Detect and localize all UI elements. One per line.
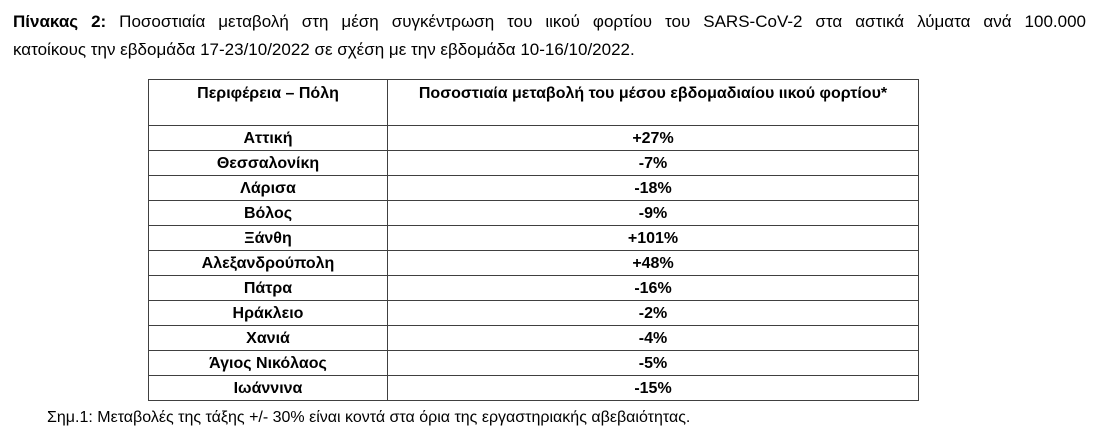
change-cell: -5% bbox=[387, 350, 919, 376]
region-cell: Ιωάννινα bbox=[148, 375, 388, 401]
region-cell: Λάρισα bbox=[148, 175, 388, 201]
table-row: Αλεξανδρούπολη +48% bbox=[148, 250, 919, 276]
header-change: Ποσοστιαία μεταβολή του μέσου εβδομαδιαί… bbox=[387, 79, 919, 126]
region-cell: Αττική bbox=[148, 125, 388, 151]
change-cell: +27% bbox=[387, 125, 919, 151]
table-row: Λάρισα -18% bbox=[148, 175, 919, 201]
table-caption-text-line2: κατοίκους την εβδομάδα 17-23/10/2022 σε … bbox=[13, 40, 635, 59]
region-cell: Βόλος bbox=[148, 200, 388, 226]
change-cell: -7% bbox=[387, 150, 919, 176]
change-cell: -9% bbox=[387, 200, 919, 226]
change-cell: -16% bbox=[387, 275, 919, 301]
header-region: Περιφέρεια – Πόλη bbox=[148, 79, 388, 126]
change-cell: -4% bbox=[387, 325, 919, 351]
region-cell: Ηράκλειο bbox=[148, 300, 388, 326]
region-cell: Αλεξανδρούπολη bbox=[148, 250, 388, 276]
table-row: Ξάνθη +101% bbox=[148, 225, 919, 251]
change-cell: +48% bbox=[387, 250, 919, 276]
table-row: Χανιά -4% bbox=[148, 325, 919, 351]
change-cell: +101% bbox=[387, 225, 919, 251]
table-caption-label: Πίνακας 2: bbox=[13, 12, 107, 31]
footnote: Σημ.1: Μεταβολές της τάξης +/- 30% είναι… bbox=[47, 409, 691, 426]
table-row: Πάτρα -16% bbox=[148, 275, 919, 301]
change-cell: -18% bbox=[387, 175, 919, 201]
table-row: Αττική +27% bbox=[148, 125, 919, 151]
change-cell: -2% bbox=[387, 300, 919, 326]
change-cell: -15% bbox=[387, 375, 919, 401]
table-row: Ιωάννινα -15% bbox=[148, 375, 919, 401]
region-cell: Ξάνθη bbox=[148, 225, 388, 251]
table-row: Ηράκλειο -2% bbox=[148, 300, 919, 326]
table-caption-line1: Πίνακας 2: Ποσοστιαία μεταβολή στη μέση … bbox=[13, 8, 1086, 36]
region-cell: Άγιος Νικόλαος bbox=[148, 350, 388, 376]
region-cell: Πάτρα bbox=[148, 275, 388, 301]
table-caption-text-line1: Ποσοστιαία μεταβολή στη μέση συγκέντρωση… bbox=[106, 12, 1086, 31]
table-caption: Πίνακας 2: Ποσοστιαία μεταβολή στη μέση … bbox=[13, 8, 1086, 64]
table-row: Άγιος Νικόλαος -5% bbox=[148, 350, 919, 376]
data-table: Περιφέρεια – Πόλη Ποσοστιαία μεταβολή το… bbox=[148, 79, 919, 401]
table-row: Βόλος -9% bbox=[148, 200, 919, 226]
table-header-row: Περιφέρεια – Πόλη Ποσοστιαία μεταβολή το… bbox=[148, 79, 919, 126]
header-region-label: Περιφέρεια – Πόλη bbox=[197, 85, 339, 102]
header-change-label: Ποσοστιαία μεταβολή του μέσου εβδομαδιαί… bbox=[418, 85, 888, 102]
table-row: Θεσσαλονίκη -7% bbox=[148, 150, 919, 176]
region-cell: Χανιά bbox=[148, 325, 388, 351]
region-cell: Θεσσαλονίκη bbox=[148, 150, 388, 176]
